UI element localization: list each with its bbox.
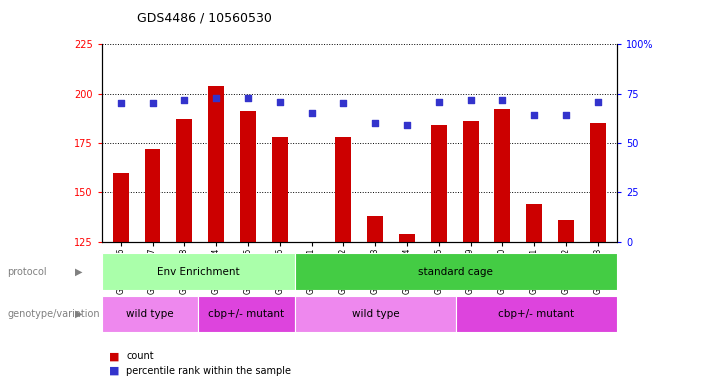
Bar [456, 296, 617, 332]
Point [529, 112, 540, 118]
Text: genotype/variation: genotype/variation [7, 309, 100, 319]
Point [592, 98, 604, 104]
Text: ▶: ▶ [75, 266, 82, 277]
Bar [240, 111, 256, 242]
Text: ■: ■ [109, 366, 119, 376]
Point [243, 94, 254, 101]
Bar [102, 296, 198, 332]
Bar [526, 204, 542, 242]
Bar [102, 253, 295, 290]
Bar [558, 220, 574, 242]
Point [147, 100, 158, 106]
Point [210, 94, 222, 101]
Text: GDS4486 / 10560530: GDS4486 / 10560530 [137, 12, 271, 25]
Text: wild type: wild type [351, 309, 399, 319]
Point [274, 98, 285, 104]
Point [115, 100, 126, 106]
Bar [367, 216, 383, 242]
Bar [198, 296, 295, 332]
Text: percentile rank within the sample: percentile rank within the sample [126, 366, 291, 376]
Point [338, 100, 349, 106]
Bar [272, 137, 287, 242]
Point [402, 122, 413, 128]
Text: cbp+/- mutant: cbp+/- mutant [208, 309, 285, 319]
Bar [144, 149, 161, 242]
Point [465, 96, 476, 103]
Point [179, 96, 190, 103]
Bar [463, 121, 479, 242]
Text: ■: ■ [109, 351, 119, 361]
Bar [295, 253, 617, 290]
Bar [335, 137, 351, 242]
Text: standard cage: standard cage [418, 266, 494, 277]
Bar [208, 86, 224, 242]
Point [369, 120, 381, 126]
Bar [590, 123, 606, 242]
Point [497, 96, 508, 103]
Bar [494, 109, 510, 242]
Bar [399, 234, 415, 242]
Bar [295, 296, 456, 332]
Bar [431, 125, 447, 242]
Point [433, 98, 444, 104]
Text: Env Enrichment: Env Enrichment [157, 266, 240, 277]
Bar [113, 173, 129, 242]
Bar [177, 119, 192, 242]
Text: wild type: wild type [126, 309, 174, 319]
Text: cbp+/- mutant: cbp+/- mutant [498, 309, 574, 319]
Point [560, 112, 571, 118]
Point [306, 110, 317, 116]
Text: ▶: ▶ [75, 309, 82, 319]
Text: protocol: protocol [7, 266, 47, 277]
Text: count: count [126, 351, 154, 361]
